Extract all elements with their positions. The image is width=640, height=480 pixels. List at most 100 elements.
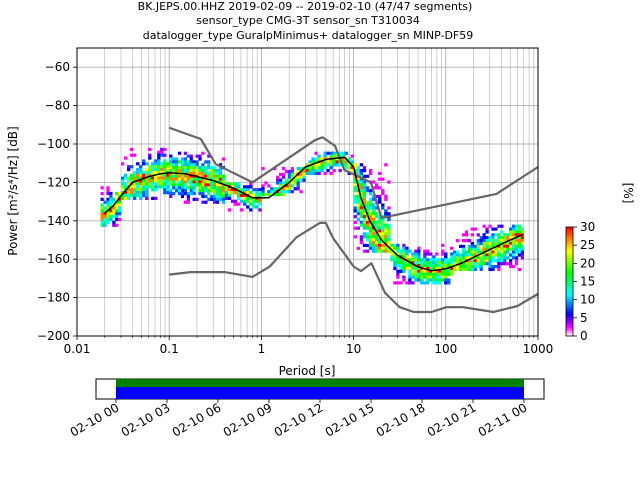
density-cell xyxy=(189,189,193,193)
density-cell xyxy=(154,162,158,166)
density-cell xyxy=(255,188,259,192)
density-cell xyxy=(183,183,188,187)
density-cell xyxy=(100,220,104,224)
colorbar-tick-label: 30 xyxy=(580,220,595,234)
density-cell xyxy=(204,186,208,190)
density-cell xyxy=(215,192,220,196)
density-cell xyxy=(378,246,382,250)
density-cell xyxy=(520,247,525,251)
density-cell xyxy=(438,264,442,268)
density-cell xyxy=(414,275,418,279)
density-cell xyxy=(497,253,501,257)
density-cell xyxy=(365,238,370,242)
chart-title-line-3: datalogger_type GuralpMinimus+ datalogge… xyxy=(143,29,474,42)
density-cell xyxy=(384,249,388,253)
density-cell xyxy=(476,256,480,260)
density-cell xyxy=(172,192,176,196)
density-cell xyxy=(192,183,196,187)
colorbar-tick-label: 5 xyxy=(580,311,588,325)
density-cell xyxy=(378,229,382,233)
density-cell xyxy=(115,192,119,196)
density-cell xyxy=(308,166,312,170)
density-cell xyxy=(142,159,146,163)
density-cell xyxy=(417,249,421,253)
density-cell xyxy=(163,165,167,169)
density-cell xyxy=(180,177,185,181)
density-cell xyxy=(381,206,385,210)
density-cell xyxy=(323,160,327,164)
density-cell xyxy=(503,244,507,248)
density-cell xyxy=(103,220,107,224)
density-cell xyxy=(124,156,128,160)
density-cell xyxy=(189,163,193,167)
density-cell xyxy=(192,197,196,201)
density-cell xyxy=(470,259,474,263)
density-cell xyxy=(198,183,202,187)
density-cell xyxy=(500,239,504,243)
density-cell xyxy=(390,252,394,256)
density-cell xyxy=(423,281,427,285)
density-cell xyxy=(450,246,454,250)
density-cell xyxy=(381,246,385,250)
y-tick-label: −180 xyxy=(37,291,70,305)
density-cell xyxy=(368,171,373,176)
density-cell xyxy=(387,235,391,239)
density-cell xyxy=(467,259,472,263)
density-cell xyxy=(103,223,107,227)
density-cell xyxy=(166,182,170,186)
density-cell xyxy=(278,178,283,182)
density-cell xyxy=(456,253,460,257)
density-cell xyxy=(323,163,327,167)
density-cell xyxy=(169,174,173,178)
density-cell xyxy=(213,166,217,170)
density-cell xyxy=(335,154,339,158)
density-cell xyxy=(201,183,205,187)
coverage-tick-label: 02-10 03 xyxy=(119,400,173,439)
density-cell xyxy=(476,244,480,248)
density-cell xyxy=(375,183,379,187)
density-cell xyxy=(482,241,486,246)
density-cell xyxy=(243,196,247,200)
density-cell xyxy=(408,269,412,273)
density-cell xyxy=(204,160,208,164)
density-cell xyxy=(365,189,370,193)
density-cell xyxy=(192,168,196,173)
density-cell xyxy=(227,208,232,212)
density-cell xyxy=(464,233,469,237)
density-cell xyxy=(227,188,232,192)
density-cell xyxy=(172,183,176,187)
density-cell xyxy=(169,180,173,184)
density-cell xyxy=(494,264,498,269)
density-cell xyxy=(356,171,361,176)
y-tick-label: −140 xyxy=(37,214,70,228)
density-cell xyxy=(344,163,348,167)
density-cell xyxy=(317,166,321,170)
density-cell xyxy=(384,240,388,245)
density-cell xyxy=(169,192,173,196)
density-cell xyxy=(402,249,406,253)
density-cell xyxy=(207,183,211,187)
density-cell xyxy=(215,183,220,187)
density-cell xyxy=(411,258,415,262)
density-cell xyxy=(115,215,119,219)
density-cell xyxy=(172,163,176,167)
density-cell xyxy=(160,185,164,189)
density-cell xyxy=(414,255,418,259)
density-cell xyxy=(506,262,510,266)
plot-area: 0.01 0.1 1 10 100 1000 −60 −80 −100 −120 −140 −160… xyxy=(37,47,553,356)
density-cell xyxy=(183,186,188,190)
density-cell xyxy=(218,163,223,167)
density-cell xyxy=(198,171,202,176)
density-cell xyxy=(461,264,466,269)
density-cell xyxy=(514,227,519,231)
density-cell xyxy=(118,192,122,196)
density-cell xyxy=(115,197,119,201)
density-cell xyxy=(115,194,119,199)
density-cell xyxy=(461,233,466,237)
density-cell xyxy=(359,200,364,204)
density-cell xyxy=(461,250,466,254)
density-cell xyxy=(236,202,241,206)
density-cell xyxy=(417,272,421,276)
density-cell xyxy=(423,255,427,259)
density-cell xyxy=(118,197,122,201)
